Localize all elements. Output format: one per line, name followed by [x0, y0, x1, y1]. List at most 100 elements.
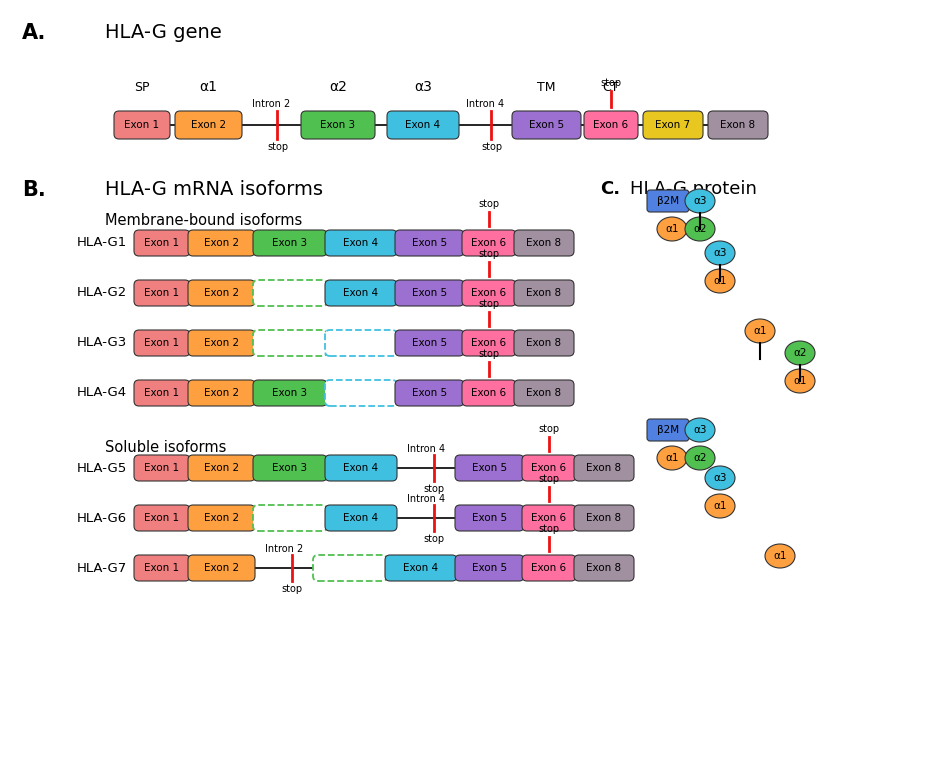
FancyBboxPatch shape: [187, 280, 254, 306]
Text: Exon 5: Exon 5: [471, 463, 507, 473]
Text: Exon 3: Exon 3: [272, 463, 307, 473]
Text: Exon 2: Exon 2: [204, 288, 238, 298]
Text: α3: α3: [713, 248, 726, 258]
Text: Exon 6: Exon 6: [470, 338, 506, 348]
FancyBboxPatch shape: [187, 380, 254, 406]
Text: α2: α2: [793, 348, 806, 358]
FancyBboxPatch shape: [455, 505, 523, 531]
Text: Exon 1: Exon 1: [144, 338, 179, 348]
Ellipse shape: [784, 369, 814, 393]
Text: Intron 4: Intron 4: [406, 443, 445, 454]
Text: Exon 3: Exon 3: [320, 120, 355, 130]
FancyBboxPatch shape: [187, 505, 254, 531]
Text: α2: α2: [692, 453, 706, 463]
Text: Exon 2: Exon 2: [204, 563, 238, 573]
Text: HLA-G6: HLA-G6: [77, 512, 127, 525]
FancyBboxPatch shape: [642, 111, 702, 139]
Text: stop: stop: [481, 143, 501, 152]
FancyBboxPatch shape: [384, 555, 457, 581]
FancyBboxPatch shape: [325, 505, 396, 531]
Text: HLA-G2: HLA-G2: [77, 287, 127, 299]
FancyBboxPatch shape: [325, 280, 396, 306]
Text: Exon 8: Exon 8: [586, 513, 621, 523]
FancyBboxPatch shape: [325, 230, 396, 256]
FancyBboxPatch shape: [394, 380, 463, 406]
FancyBboxPatch shape: [174, 111, 241, 139]
Text: α3: α3: [414, 80, 432, 94]
Text: Exon 6: Exon 6: [593, 120, 628, 130]
FancyBboxPatch shape: [134, 380, 190, 406]
Text: Exon 1: Exon 1: [144, 463, 179, 473]
Text: Exon 5: Exon 5: [471, 563, 507, 573]
FancyBboxPatch shape: [513, 280, 574, 306]
FancyBboxPatch shape: [394, 280, 463, 306]
Text: Exon 2: Exon 2: [191, 120, 226, 130]
FancyBboxPatch shape: [455, 455, 523, 481]
FancyBboxPatch shape: [394, 330, 463, 356]
Text: Exon 8: Exon 8: [586, 463, 621, 473]
Text: HLA-G mRNA isoforms: HLA-G mRNA isoforms: [105, 180, 323, 199]
Text: A.: A.: [22, 23, 46, 43]
FancyBboxPatch shape: [574, 555, 633, 581]
Text: B.: B.: [22, 180, 45, 200]
Text: Exon 5: Exon 5: [471, 513, 507, 523]
Text: Exon 2: Exon 2: [204, 338, 238, 348]
FancyBboxPatch shape: [646, 190, 689, 212]
Text: Exon 6: Exon 6: [470, 288, 506, 298]
Text: Exon 2: Exon 2: [204, 463, 238, 473]
Text: Exon 8: Exon 8: [526, 288, 561, 298]
FancyBboxPatch shape: [522, 555, 575, 581]
FancyBboxPatch shape: [325, 380, 396, 406]
Text: stop: stop: [266, 143, 288, 152]
Text: Exon 1: Exon 1: [144, 238, 179, 248]
Text: Soluble isoforms: Soluble isoforms: [105, 440, 226, 455]
Text: Exon 8: Exon 8: [526, 238, 561, 248]
Text: α1: α1: [664, 453, 678, 463]
FancyBboxPatch shape: [114, 111, 170, 139]
FancyBboxPatch shape: [646, 419, 689, 441]
Text: stop: stop: [281, 584, 303, 594]
FancyBboxPatch shape: [187, 455, 254, 481]
FancyBboxPatch shape: [461, 280, 515, 306]
Text: HLA-G3: HLA-G3: [77, 337, 127, 349]
Text: α3: α3: [692, 425, 706, 435]
FancyBboxPatch shape: [301, 111, 375, 139]
FancyBboxPatch shape: [134, 280, 190, 306]
Ellipse shape: [684, 446, 715, 470]
FancyBboxPatch shape: [513, 380, 574, 406]
Ellipse shape: [704, 269, 734, 293]
Text: α1: α1: [713, 276, 726, 286]
Text: stop: stop: [538, 525, 559, 534]
Text: stop: stop: [423, 484, 445, 494]
FancyBboxPatch shape: [187, 330, 254, 356]
Text: Exon 1: Exon 1: [144, 288, 179, 298]
Text: HLA-G1: HLA-G1: [77, 236, 127, 249]
Text: Exon 1: Exon 1: [144, 513, 179, 523]
FancyBboxPatch shape: [134, 505, 190, 531]
Text: Exon 6: Exon 6: [470, 238, 506, 248]
Text: α2: α2: [329, 80, 346, 94]
Text: HLA-G protein: HLA-G protein: [629, 180, 756, 198]
Text: Exon 8: Exon 8: [586, 563, 621, 573]
Text: SP: SP: [135, 81, 149, 94]
Text: HLA-G7: HLA-G7: [77, 562, 127, 575]
Text: Exon 4: Exon 4: [343, 463, 378, 473]
Text: Exon 6: Exon 6: [531, 563, 566, 573]
Text: β2M: β2M: [656, 196, 678, 206]
Text: α1: α1: [200, 80, 217, 94]
Text: stop: stop: [478, 199, 499, 209]
Text: Exon 7: Exon 7: [655, 120, 690, 130]
Ellipse shape: [744, 319, 774, 343]
Text: Exon 3: Exon 3: [272, 238, 307, 248]
Text: Exon 2: Exon 2: [204, 238, 238, 248]
Text: Exon 4: Exon 4: [403, 563, 438, 573]
FancyBboxPatch shape: [522, 455, 575, 481]
Ellipse shape: [684, 418, 715, 442]
Text: Exon 6: Exon 6: [531, 513, 566, 523]
FancyBboxPatch shape: [134, 555, 190, 581]
Text: Exon 4: Exon 4: [343, 288, 378, 298]
Text: Exon 1: Exon 1: [124, 120, 160, 130]
Text: Exon 6: Exon 6: [470, 388, 506, 398]
FancyBboxPatch shape: [325, 455, 396, 481]
Text: stop: stop: [478, 349, 499, 359]
